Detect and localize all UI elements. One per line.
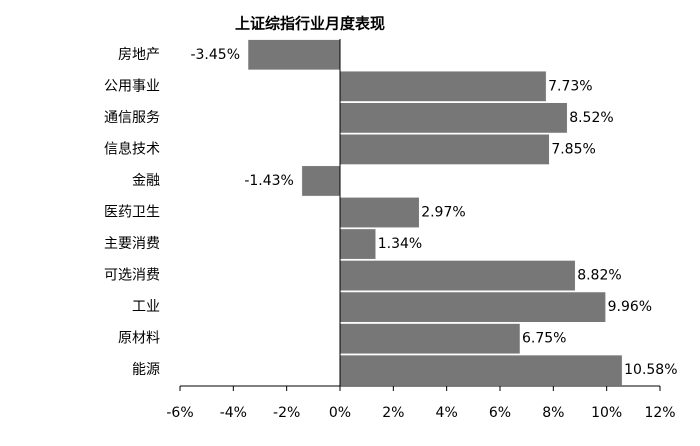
x-tick-label: 2% [382, 405, 404, 421]
value-label: -1.43% [244, 173, 294, 189]
value-label: 8.52% [569, 110, 613, 126]
x-tick-label: 8% [542, 405, 564, 421]
value-label: 9.96% [608, 299, 652, 315]
bar [339, 291, 606, 323]
value-label: 8.82% [577, 268, 621, 284]
bar [301, 165, 341, 197]
bar [339, 260, 576, 291]
value-label: 7.85% [551, 141, 595, 157]
category-label: 能源 [132, 362, 160, 378]
chart-title: 上证综指行业月度表现 [235, 15, 385, 33]
x-tick-label: 0% [329, 405, 351, 421]
category-label: 可选消费 [104, 268, 160, 284]
category-label: 主要消费 [104, 236, 160, 252]
category-label: 金融 [132, 173, 160, 189]
bar [339, 70, 547, 102]
bar [339, 102, 568, 134]
x-tick-label: -2% [273, 405, 300, 421]
x-tick-label: -4% [220, 405, 247, 421]
x-tick-label: 12% [644, 405, 675, 421]
value-label: 1.34% [378, 236, 422, 252]
x-tick-label: 10% [591, 405, 622, 421]
bar [339, 228, 376, 260]
bar [247, 39, 341, 71]
category-label: 公用事业 [104, 78, 160, 94]
bar [339, 134, 550, 165]
category-label: 工业 [132, 299, 160, 315]
value-label: -3.45% [190, 47, 240, 63]
value-label: 7.73% [548, 78, 592, 94]
bar [339, 197, 420, 228]
x-tick-label: -6% [166, 405, 193, 421]
category-label: 医药卫生 [104, 205, 160, 221]
value-label: 2.97% [421, 205, 465, 221]
bar [339, 323, 521, 355]
category-label: 信息技术 [104, 140, 160, 157]
x-tick-label: 6% [489, 405, 511, 421]
x-tick-label: 4% [436, 405, 458, 421]
value-label: 6.75% [522, 331, 566, 347]
category-label: 通信服务 [104, 110, 160, 126]
value-label: 10.58% [624, 362, 677, 378]
category-label: 原材料 [118, 331, 160, 347]
bar [339, 354, 623, 386]
category-label: 房地产 [118, 47, 160, 63]
